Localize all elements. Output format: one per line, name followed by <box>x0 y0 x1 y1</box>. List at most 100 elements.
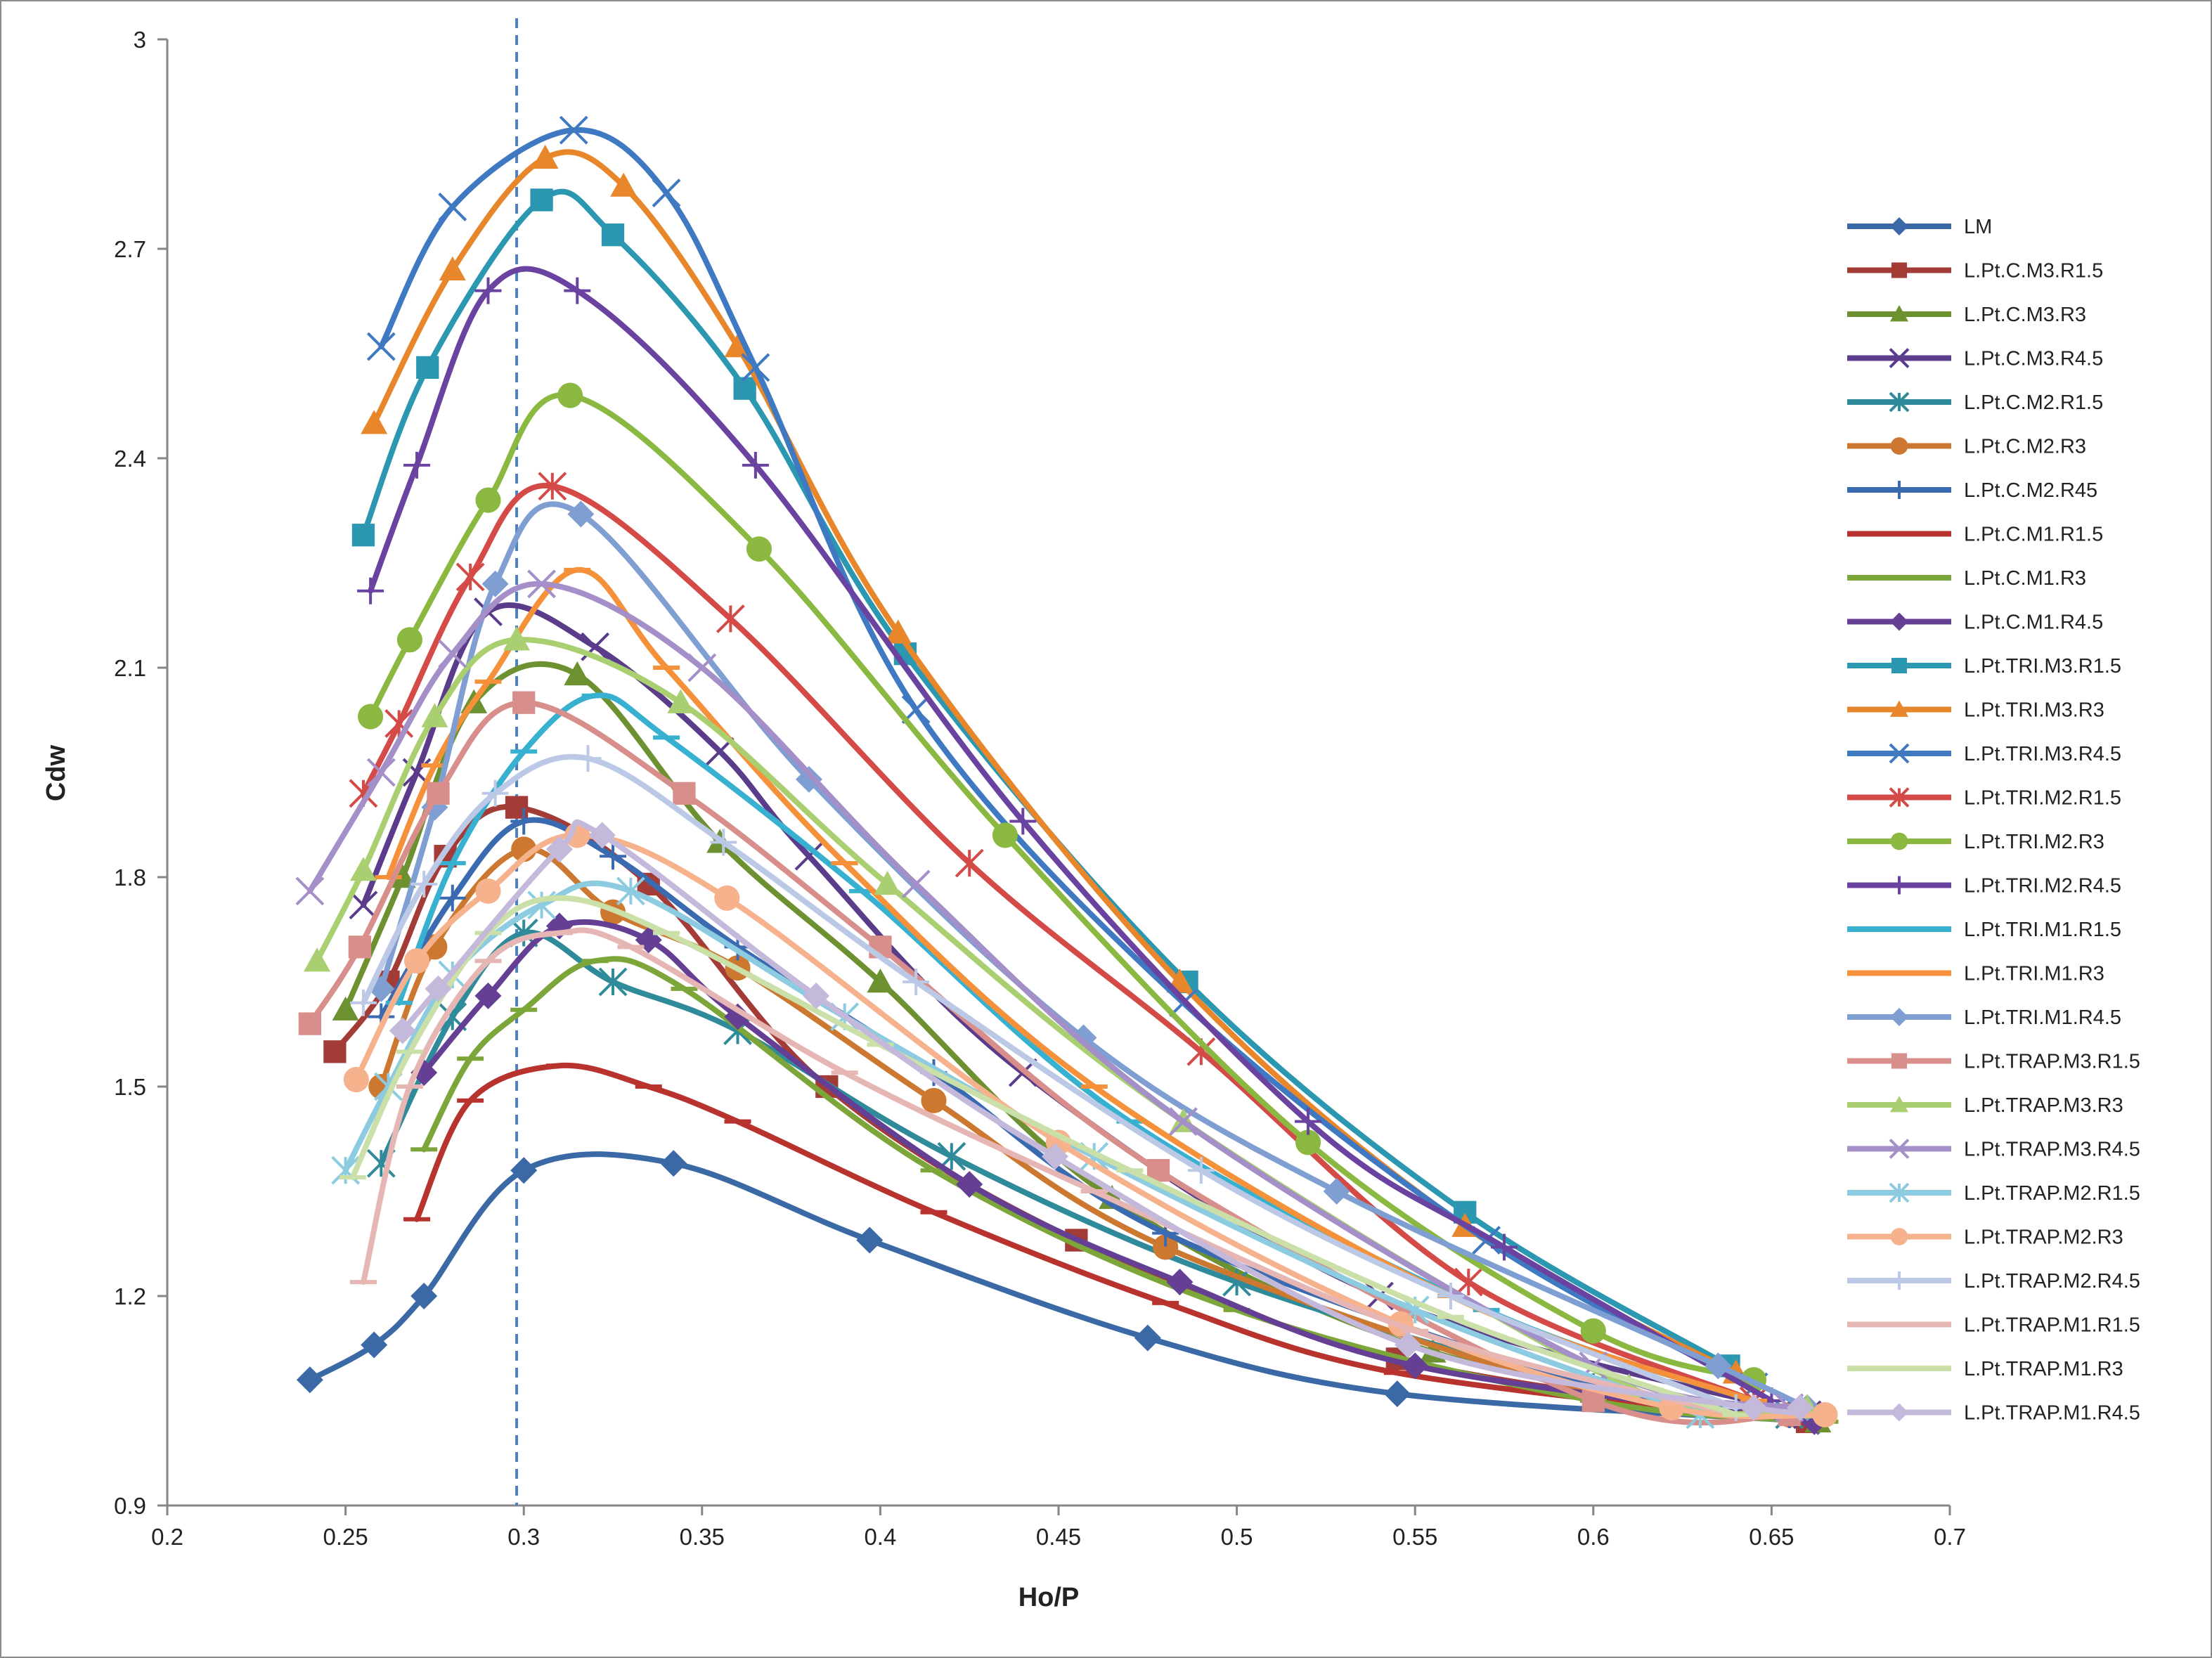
series-line <box>368 266 1775 1404</box>
x-tick-label: 0.5 <box>1221 1524 1253 1550</box>
data-point <box>366 332 396 361</box>
data-point <box>475 487 501 513</box>
x-tick-label: 0.2 <box>151 1524 183 1550</box>
legend-label: L.Pt.TRI.M3.R1.5 <box>1964 655 2121 678</box>
data-point <box>349 857 377 881</box>
data-point <box>716 604 745 633</box>
series-line <box>378 127 1757 1390</box>
series-line <box>361 753 1739 1411</box>
data-point <box>351 524 375 547</box>
data-point <box>527 569 556 599</box>
series-group <box>295 115 1839 1435</box>
data-point <box>512 691 536 714</box>
data-point <box>564 661 591 686</box>
data-point <box>557 382 583 408</box>
data-point <box>295 876 325 906</box>
legend-marker <box>1890 305 1908 322</box>
legend-label: L.Pt.C.M2.R3 <box>1964 436 2086 458</box>
data-point <box>901 869 931 899</box>
data-point <box>421 703 448 727</box>
legend-item: L.Pt.TRI.M1.R1.5 <box>1847 919 2121 941</box>
x-tick-label: 0.45 <box>1036 1524 1081 1550</box>
data-point <box>884 619 912 644</box>
legend-label: L.Pt.C.M3.R4.5 <box>1964 348 2103 370</box>
data-point <box>1009 808 1037 835</box>
x-tick-label: 0.3 <box>507 1524 540 1550</box>
legend-marker <box>1890 876 1908 895</box>
data-point <box>361 410 388 434</box>
data-point <box>673 782 696 805</box>
data-point <box>510 808 538 835</box>
data-point <box>1437 1283 1464 1309</box>
legend-label: L.Pt.C.M3.R3 <box>1964 304 2086 326</box>
legend-marker <box>1890 1096 1908 1113</box>
data-point <box>588 822 616 849</box>
y-tick-label: 2.1 <box>114 655 146 681</box>
data-point <box>874 870 901 895</box>
data-point <box>903 969 930 995</box>
y-tick-label: 2.7 <box>114 236 146 262</box>
data-point <box>538 472 567 501</box>
legend-item: L.Pt.C.M1.R1.5 <box>1847 524 2103 546</box>
data-point <box>425 975 452 1002</box>
y-axis-title: Cdw <box>41 744 71 801</box>
legend-marker <box>1890 1008 1908 1026</box>
data-point <box>710 829 737 856</box>
series-line <box>368 391 1757 1383</box>
legend-item: L.Pt.TRAP.M2.R4.5 <box>1847 1270 2140 1293</box>
data-point <box>1134 1324 1161 1352</box>
data-point <box>474 982 502 1009</box>
x-tick-label: 0.65 <box>1749 1524 1794 1550</box>
legend-marker <box>1889 1182 1910 1203</box>
x-tick-label: 0.55 <box>1392 1524 1437 1550</box>
data-point <box>1153 1234 1179 1260</box>
legend-marker <box>1890 1403 1908 1422</box>
legend-label: L.Pt.C.M2.R45 <box>1964 479 2097 502</box>
legend-marker <box>1889 743 1910 764</box>
data-point <box>567 500 595 528</box>
data-point <box>955 848 984 878</box>
data-point <box>600 843 626 870</box>
data-point <box>389 1017 416 1044</box>
series-13 <box>349 472 1768 1416</box>
data-point <box>396 627 422 653</box>
legend-item: L.Pt.C.M3.R3 <box>1847 304 2086 326</box>
legend-marker <box>1891 1053 1908 1069</box>
data-point <box>803 982 830 1009</box>
data-point <box>361 1331 388 1359</box>
legend-label: L.Pt.C.M3.R1.5 <box>1964 260 2103 283</box>
legend-label: L.Pt.TRAP.M3.R3 <box>1964 1094 2123 1117</box>
x-tick-label: 0.35 <box>680 1524 725 1550</box>
data-point <box>1454 1267 1483 1297</box>
data-point <box>741 353 770 382</box>
legend-label: L.Pt.TRI.M1.R3 <box>1964 963 2104 985</box>
legend-item: L.Pt.C.M2.R1.5 <box>1847 391 2103 414</box>
legend-item: L.Pt.TRAP.M1.R3 <box>1847 1358 2123 1380</box>
data-point <box>439 884 466 912</box>
data-point <box>992 822 1018 848</box>
legend-label: L.Pt.TRAP.M2.R1.5 <box>1964 1182 2140 1205</box>
legend-label: L.Pt.TRI.M3.R3 <box>1964 699 2104 722</box>
legend-marker <box>1889 348 1910 368</box>
legend-item: L.Pt.TRAP.M1.R1.5 <box>1847 1314 2140 1337</box>
legend-label: L.Pt.TRAP.M1.R1.5 <box>1964 1314 2140 1337</box>
data-point <box>856 1226 884 1254</box>
data-point <box>438 192 467 221</box>
data-point <box>921 1087 947 1113</box>
data-point <box>348 935 372 959</box>
data-point <box>358 704 384 730</box>
data-point <box>559 115 588 145</box>
series-line <box>378 501 1811 1411</box>
series-line <box>361 482 1757 1404</box>
series-7 <box>403 1062 1821 1425</box>
legend-label: L.Pt.C.M1.R3 <box>1964 567 2086 590</box>
legend-item: L.Pt.TRAP.M3.R3 <box>1847 1094 2123 1117</box>
data-point <box>296 1366 323 1394</box>
data-point <box>427 782 450 805</box>
data-point <box>667 689 694 713</box>
legend-marker <box>1889 1139 1910 1159</box>
legend-marker <box>1890 217 1908 235</box>
legend-marker <box>1890 832 1908 850</box>
data-point <box>1383 1380 1411 1408</box>
